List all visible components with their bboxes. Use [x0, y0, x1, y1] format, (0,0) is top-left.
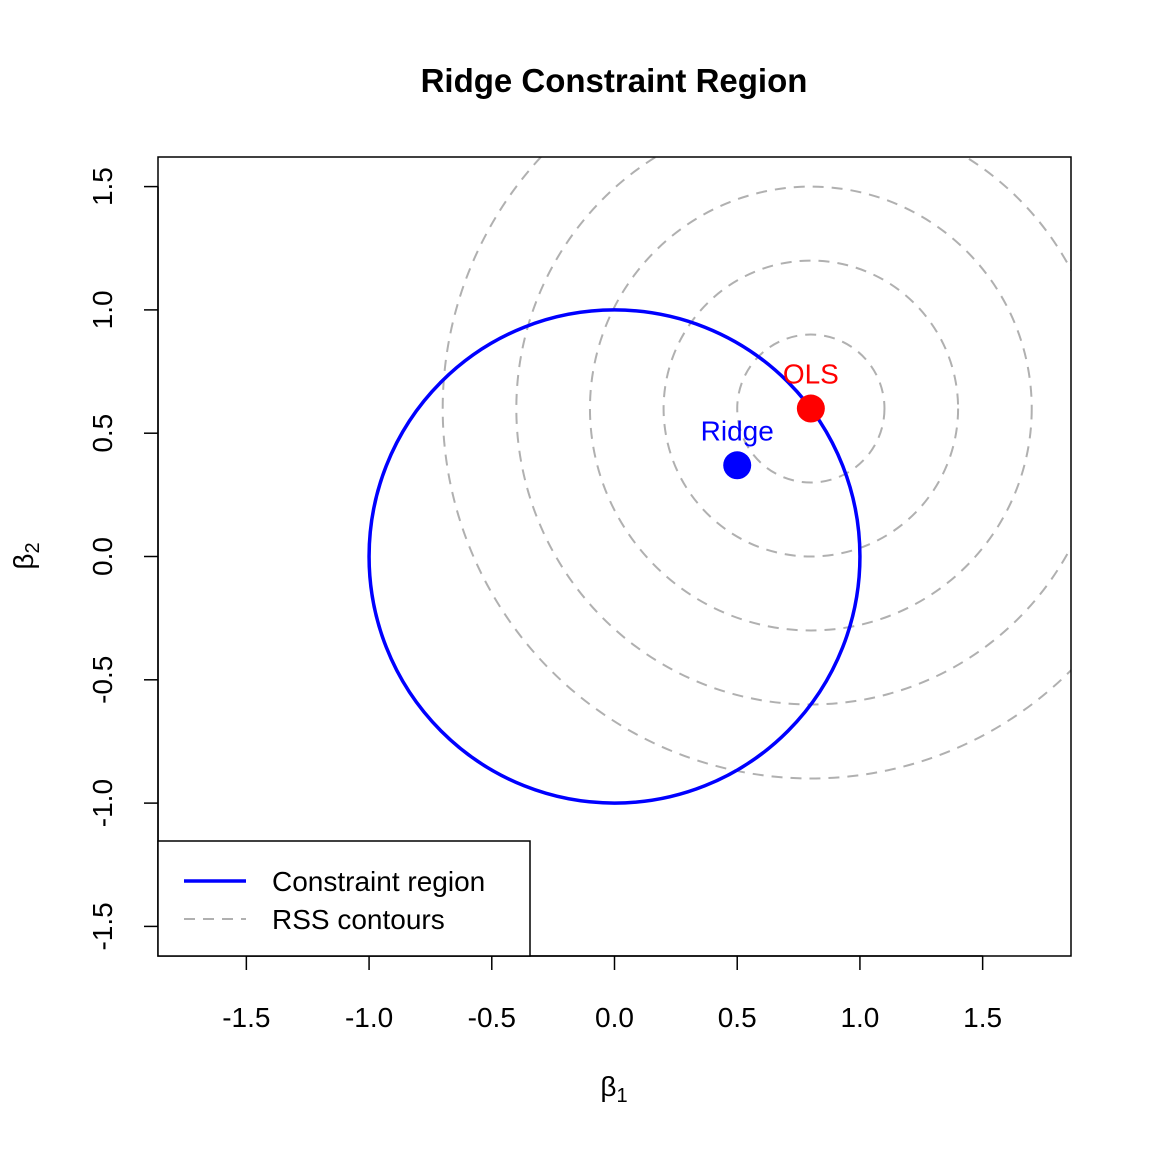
rss-contour-5 [441, 157, 1071, 780]
rss-contour-2 [662, 259, 960, 558]
x-tick-label: -1.5 [222, 1002, 270, 1033]
ridge-label: Ridge [701, 415, 774, 446]
plot-frame [157, 156, 1072, 957]
rss-contour-3 [588, 185, 1033, 632]
rss-contour-1 [736, 333, 886, 484]
x-tick-label: 0.0 [595, 1002, 634, 1033]
x-tick-label: -0.5 [468, 1002, 516, 1033]
y-axis: -1.5 -1.0 -0.5 0.0 0.5 1.0 1.5 [87, 167, 159, 951]
constraint-region [367, 308, 862, 805]
x-axis: -1.5 -1.0 -0.5 0.0 0.5 1.0 1.5 [222, 955, 1002, 1033]
legend: Constraint region RSS contours [157, 840, 531, 957]
y-tick-label: 1.5 [87, 167, 118, 206]
x-tick-label: 0.5 [718, 1002, 757, 1033]
x-tick-label: 1.0 [840, 1002, 879, 1033]
y-axis-label: β2 [8, 542, 44, 569]
ridge-point [723, 451, 752, 480]
chart-title: Ridge Constraint Region [421, 62, 808, 99]
legend-box [157, 840, 531, 957]
ols-point [796, 394, 825, 423]
y-tick-label: 0.5 [87, 414, 118, 453]
constraint-circle [367, 308, 862, 805]
y-tick-label: 1.0 [87, 290, 118, 329]
estimate-points: OLS Ridge [701, 359, 839, 480]
x-tick-label: 1.5 [963, 1002, 1002, 1033]
y-tick-label: -1.0 [87, 779, 118, 827]
y-tick-label: -0.5 [87, 656, 118, 704]
x-axis-label: β1 [600, 1071, 627, 1107]
ols-label: OLS [783, 359, 839, 390]
legend-label-rss: RSS contours [272, 904, 445, 935]
y-tick-label: -1.5 [87, 902, 118, 950]
x-tick-label: -1.0 [345, 1002, 393, 1033]
legend-label-constraint: Constraint region [272, 866, 485, 897]
y-tick-label: 0.0 [87, 537, 118, 576]
